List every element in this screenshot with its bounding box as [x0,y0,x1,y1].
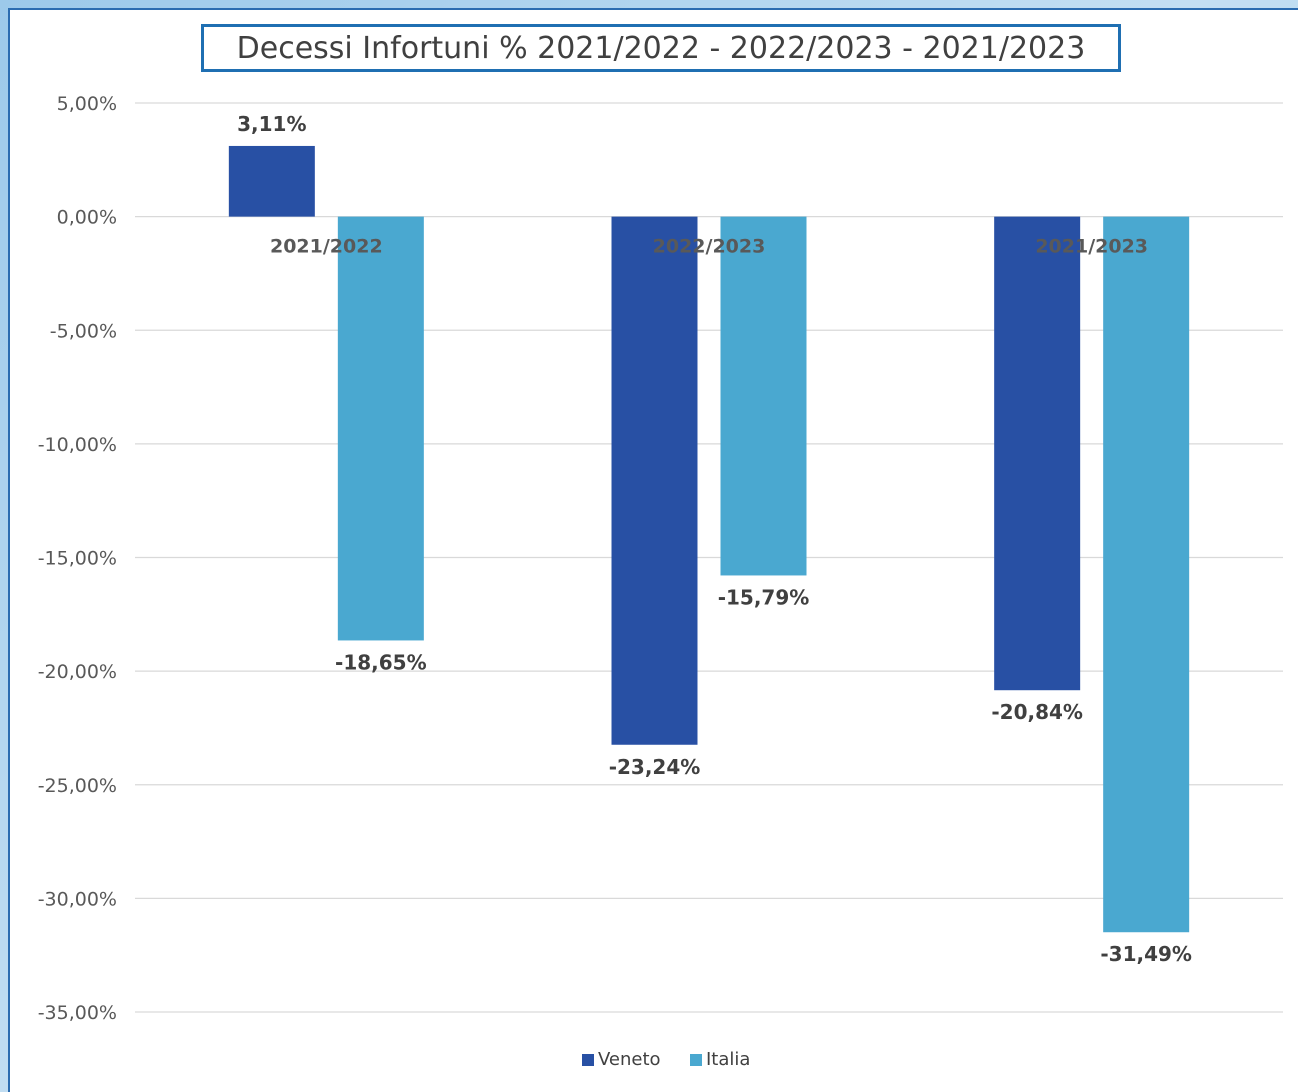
legend-swatch-veneto [582,1054,594,1066]
y-tick-label: -25,00% [38,775,117,797]
legend-label-italia: Italia [706,1049,750,1070]
data-label: -15,79% [718,585,810,609]
data-labels: 3,11% -18,65% -23,24% -15,79% -20,84% -31,49% [237,112,1192,966]
bar-italia-3 [1103,216,1190,933]
chart-title: Decessi Infortuni % 2021/2022 - 2022/202… [236,30,1086,66]
y-tick-label: -15,00% [38,548,117,570]
data-label: -23,24% [609,755,701,779]
data-label: -31,49% [1100,942,1192,966]
bar-veneto-1 [228,145,315,217]
y-tick-label: 5,00% [57,93,117,115]
y-axis: 5,00% 0,00% -5,00% -10,00% -15,00% -20,00% -25… [38,93,117,1024]
gridlines [135,102,1283,1013]
y-tick-label: -10,00% [38,434,117,456]
y-tick-label: -35,00% [38,1002,117,1024]
legend: Veneto Italia [582,1049,750,1070]
legend-swatch-italia [690,1054,702,1066]
bar-italia-1 [337,216,424,641]
y-tick-label: -30,00% [38,888,117,910]
legend-label-veneto: Veneto [598,1049,661,1070]
data-label: 3,11% [237,112,306,136]
data-label: -18,65% [335,650,427,674]
y-tick-label: -5,00% [50,320,117,342]
category-labels: 2021/2022 2022/2023 2021/2023 [270,236,1148,258]
bar-italia-2 [720,216,807,576]
y-tick-label: -20,00% [38,661,117,683]
bar-veneto-3 [994,216,1081,691]
y-tick-label: 0,00% [57,207,117,229]
bar-veneto-2 [611,216,698,745]
category-label: 2022/2023 [653,236,766,258]
bars [228,145,1190,933]
category-label: 2021/2022 [270,236,383,258]
category-label: 2021/2023 [1035,236,1148,258]
chart-title-box: Decessi Infortuni % 2021/2022 - 2022/202… [201,24,1121,72]
data-label: -20,84% [991,700,1083,724]
